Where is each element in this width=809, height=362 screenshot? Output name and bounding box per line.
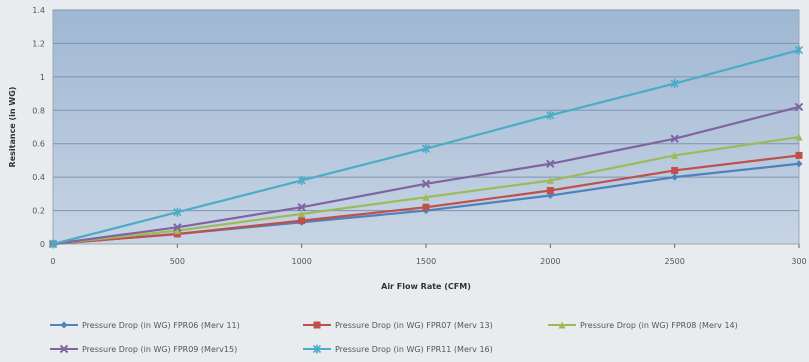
x-tick-label: 2000	[540, 257, 560, 266]
data-point	[546, 187, 554, 195]
data-point	[173, 207, 182, 217]
x-tick-label: 0	[50, 257, 55, 266]
y-tick-label: 1.4	[32, 6, 45, 15]
data-point	[795, 160, 803, 168]
legend-marker	[312, 344, 322, 354]
series-5	[48, 45, 804, 249]
legend-item: Pressure Drop (in WG) FPR06 (Merv 11)	[50, 321, 240, 330]
legend-label: Pressure Drop (in WG) FPR11 (Merv 16)	[335, 345, 493, 354]
data-point	[298, 217, 306, 225]
legend-item: Pressure Drop (in WG) FPR09 (Merv15)	[50, 344, 237, 354]
y-tick-label: 1	[40, 73, 45, 82]
legend-marker	[59, 344, 69, 354]
data-point	[670, 134, 679, 143]
y-axis-ticks: 0 0.2 0.4 0.6 0.8 1 1.2 1.4	[32, 6, 45, 249]
data-point	[795, 151, 803, 159]
x-tick-label: 1500	[416, 257, 436, 266]
data-point	[546, 159, 555, 168]
data-point	[795, 133, 803, 141]
legend-marker	[558, 321, 566, 329]
legend-label: Pressure Drop (in WG) FPR08 (Merv 14)	[580, 321, 738, 330]
legend-item: Pressure Drop (in WG) FPR07 (Merv 13)	[303, 321, 493, 330]
data-point	[421, 179, 431, 189]
x-axis-title: Air Flow Rate (CFM)	[381, 282, 471, 291]
data-point	[670, 79, 679, 89]
data-point	[422, 193, 430, 201]
y-tick-label: 0	[40, 240, 45, 249]
data-point	[546, 176, 554, 184]
data-point	[173, 227, 181, 235]
data-point	[173, 223, 182, 232]
legend-item: Pressure Drop (in WG) FPR08 (Merv 14)	[548, 321, 738, 330]
legend-label: Pressure Drop (in WG) FPR09 (Merv15)	[82, 345, 237, 354]
x-tick-label: 500	[170, 257, 185, 266]
legend: Pressure Drop (in WG) FPR06 (Merv 11) Pre…	[50, 321, 738, 354]
legend-label: Pressure Drop (in WG) FPR06 (Merv 11)	[82, 321, 240, 330]
x-axis-ticks: 0 500 1000 1500 2000 2500 300	[50, 244, 807, 266]
legend-label: Pressure Drop (in WG) FPR07 (Merv 13)	[335, 321, 493, 330]
y-tick-label: 0.8	[32, 106, 45, 115]
data-point	[671, 173, 679, 181]
data-point	[546, 110, 555, 120]
legend-marker	[313, 321, 321, 329]
x-tick-label: 1000	[291, 257, 311, 266]
data-point	[297, 203, 306, 212]
data-point	[421, 144, 431, 154]
data-point	[297, 175, 306, 185]
data-point	[422, 203, 430, 211]
x-tick-label: 300	[791, 257, 806, 266]
legend-marker	[60, 321, 68, 329]
data-point	[48, 239, 58, 249]
data-point	[671, 166, 679, 174]
data-point	[794, 102, 804, 112]
series-layer	[48, 45, 804, 249]
y-tick-label: 0.2	[32, 207, 45, 216]
x-tick-label: 2500	[664, 257, 684, 266]
legend-item: Pressure Drop (in WG) FPR11 (Merv 16)	[303, 344, 493, 354]
y-axis-title: Resitance (in WG)	[8, 87, 17, 168]
y-tick-label: 0.6	[32, 140, 45, 149]
data-point	[794, 45, 804, 55]
data-point	[671, 151, 679, 159]
y-tick-label: 0.4	[32, 173, 45, 182]
y-tick-label: 1.2	[32, 39, 45, 48]
series-3	[49, 133, 803, 248]
data-point	[298, 210, 306, 218]
